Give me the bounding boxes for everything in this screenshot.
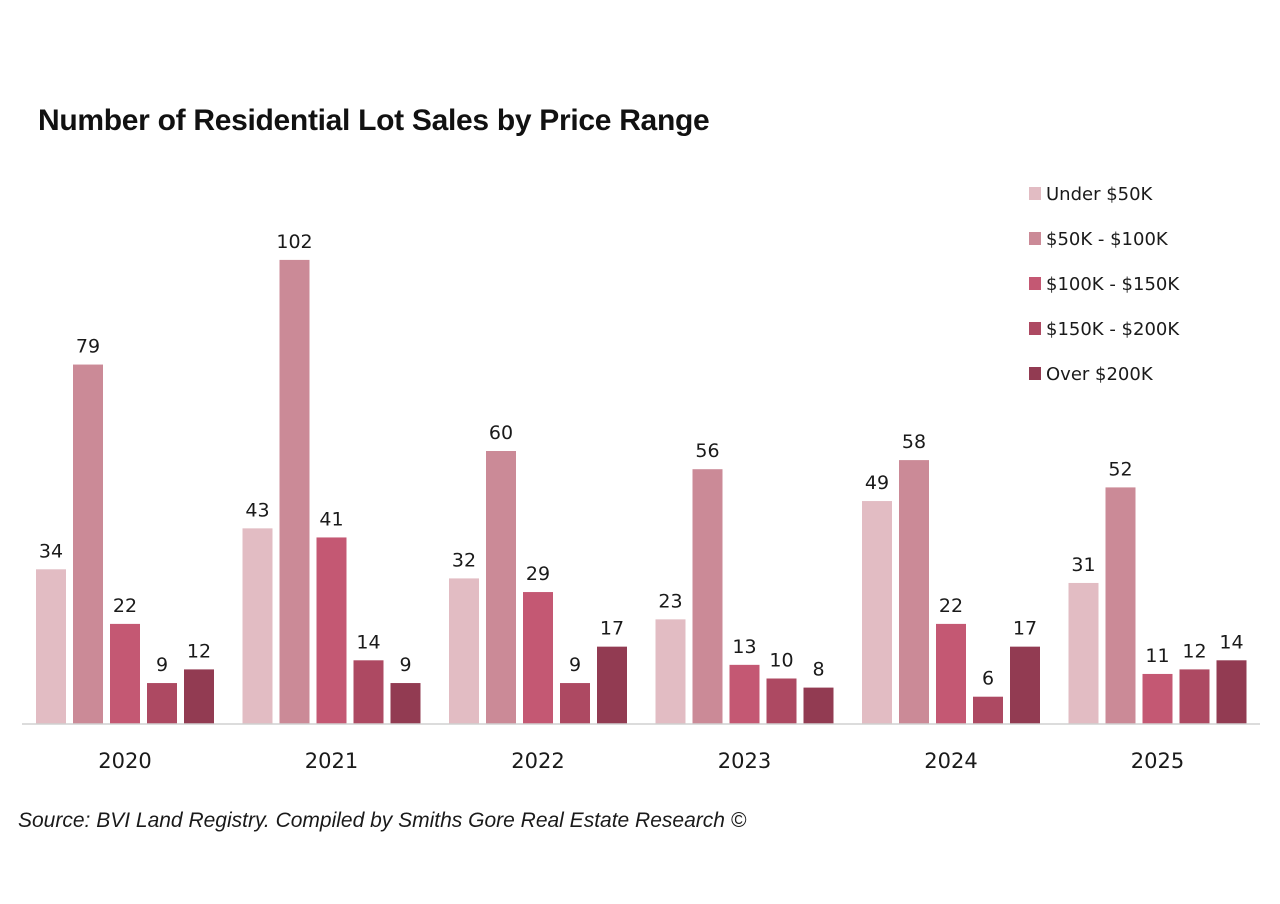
data-label-2021-over-200k: 9 <box>399 654 411 676</box>
data-labels-layer: 34 79 22 9 12 43 102 41 14 9 32 60 29 9 17 23 56 13 10 8 49 5… <box>39 231 1244 690</box>
legend-label-under-50k: Under $50K <box>1046 184 1154 205</box>
bar-2022-150k-200k <box>560 683 590 724</box>
source-note: Source: BVI Land Registry. Compiled by S… <box>18 809 747 832</box>
x-tick-label-2025: 2025 <box>1131 749 1184 773</box>
data-label-2023-100k-150k: 13 <box>732 636 756 658</box>
bar-2020-over-200k <box>184 669 214 724</box>
data-label-2020-under-50k: 34 <box>39 540 63 562</box>
data-label-2024-over-200k: 17 <box>1013 618 1037 640</box>
bars-layer <box>36 259 1247 724</box>
data-label-2021-under-50k: 43 <box>245 499 269 521</box>
bar-2023-50k-100k <box>692 469 723 724</box>
legend-item-150k-200k: $150K - $200K <box>1029 319 1180 340</box>
data-label-2021-100k-150k: 41 <box>319 508 343 530</box>
bar-2020-under-50k <box>36 569 66 724</box>
data-label-2023-under-50k: 23 <box>658 590 682 612</box>
bar-2025-100k-150k <box>1142 673 1173 724</box>
data-label-2020-150k-200k: 9 <box>156 654 168 676</box>
data-label-2025-over-200k: 14 <box>1219 631 1243 653</box>
bar-2025-50k-100k <box>1105 487 1136 724</box>
bar-2024-150k-200k <box>973 696 1003 724</box>
bar-2022-100k-150k <box>523 592 553 724</box>
legend-item-over-200k: Over $200K <box>1029 364 1154 385</box>
data-label-2025-50k-100k: 52 <box>1108 458 1132 480</box>
bar-2023-100k-150k <box>729 664 760 724</box>
legend-swatch-50k-100k <box>1029 232 1041 245</box>
bar-2020-100k-150k <box>110 623 140 724</box>
chart-title: Number of Residential Lot Sales by Price… <box>38 104 710 137</box>
data-label-2023-150k-200k: 10 <box>769 650 793 672</box>
x-tick-label-2021: 2021 <box>305 749 358 773</box>
bar-2024-50k-100k <box>899 460 929 724</box>
bar-2021-under-50k <box>242 528 273 724</box>
legend-swatch-150k-200k <box>1029 322 1041 335</box>
data-label-2020-over-200k: 12 <box>187 640 211 662</box>
x-tick-label-2020: 2020 <box>98 749 151 773</box>
legend-swatch-over-200k <box>1029 367 1041 380</box>
bar-2024-over-200k <box>1010 646 1040 724</box>
data-label-2025-150k-200k: 12 <box>1182 640 1206 662</box>
data-label-2025-under-50k: 31 <box>1071 554 1095 576</box>
bar-2025-150k-200k <box>1179 669 1210 724</box>
data-label-2022-over-200k: 17 <box>600 618 624 640</box>
data-label-2020-100k-150k: 22 <box>113 595 137 617</box>
data-label-2023-50k-100k: 56 <box>695 440 719 462</box>
data-label-2022-150k-200k: 9 <box>569 654 581 676</box>
bar-2021-150k-200k <box>353 660 384 724</box>
bar-2022-under-50k <box>449 578 479 724</box>
bar-2023-over-200k <box>803 687 834 724</box>
legend-swatch-100k-150k <box>1029 277 1041 290</box>
legend: Under $50K $50K - $100K $100K - $150K $150K… <box>1029 184 1180 385</box>
x-tick-label-2023: 2023 <box>718 749 771 773</box>
bar-2024-under-50k <box>862 501 892 724</box>
legend-item-50k-100k: $50K - $100K <box>1029 229 1169 250</box>
data-label-2020-50k-100k: 79 <box>76 336 100 358</box>
bar-2021-50k-100k <box>279 259 310 724</box>
bar-2023-150k-200k <box>766 678 797 724</box>
x-tick-label-2024: 2024 <box>924 749 977 773</box>
bar-2025-over-200k <box>1216 660 1247 724</box>
x-tick-label-2022: 2022 <box>511 749 564 773</box>
bar-2020-50k-100k <box>73 364 103 724</box>
legend-label-100k-150k: $100K - $150K <box>1046 274 1180 295</box>
data-label-2022-under-50k: 32 <box>452 549 476 571</box>
data-label-2024-50k-100k: 58 <box>902 431 926 453</box>
legend-swatch-under-50k <box>1029 187 1041 200</box>
bar-2023-under-50k <box>655 619 686 724</box>
bar-2022-over-200k <box>597 646 627 724</box>
bar-2021-100k-150k <box>316 537 347 724</box>
legend-label-over-200k: Over $200K <box>1046 364 1154 385</box>
legend-item-100k-150k: $100K - $150K <box>1029 274 1180 295</box>
bar-2021-over-200k <box>390 683 421 724</box>
legend-label-150k-200k: $150K - $200K <box>1046 319 1180 340</box>
legend-label-50k-100k: $50K - $100K <box>1046 229 1169 250</box>
data-label-2022-100k-150k: 29 <box>526 563 550 585</box>
data-label-2024-100k-150k: 22 <box>939 595 963 617</box>
bar-2020-150k-200k <box>147 683 177 724</box>
data-label-2021-150k-200k: 14 <box>356 631 380 653</box>
bar-2024-100k-150k <box>936 623 966 724</box>
bar-2025-under-50k <box>1068 582 1099 724</box>
data-label-2021-50k-100k: 102 <box>276 231 312 253</box>
data-label-2024-150k-200k: 6 <box>982 668 994 690</box>
bar-2022-50k-100k <box>486 451 516 724</box>
legend-item-under-50k: Under $50K <box>1029 184 1154 205</box>
data-label-2022-50k-100k: 60 <box>489 422 513 444</box>
data-label-2025-100k-150k: 11 <box>1145 645 1169 667</box>
data-label-2024-under-50k: 49 <box>865 472 889 494</box>
x-axis-ticks: 2020 2021 2022 2023 2024 2025 <box>98 749 1184 773</box>
data-label-2023-over-200k: 8 <box>812 659 824 681</box>
